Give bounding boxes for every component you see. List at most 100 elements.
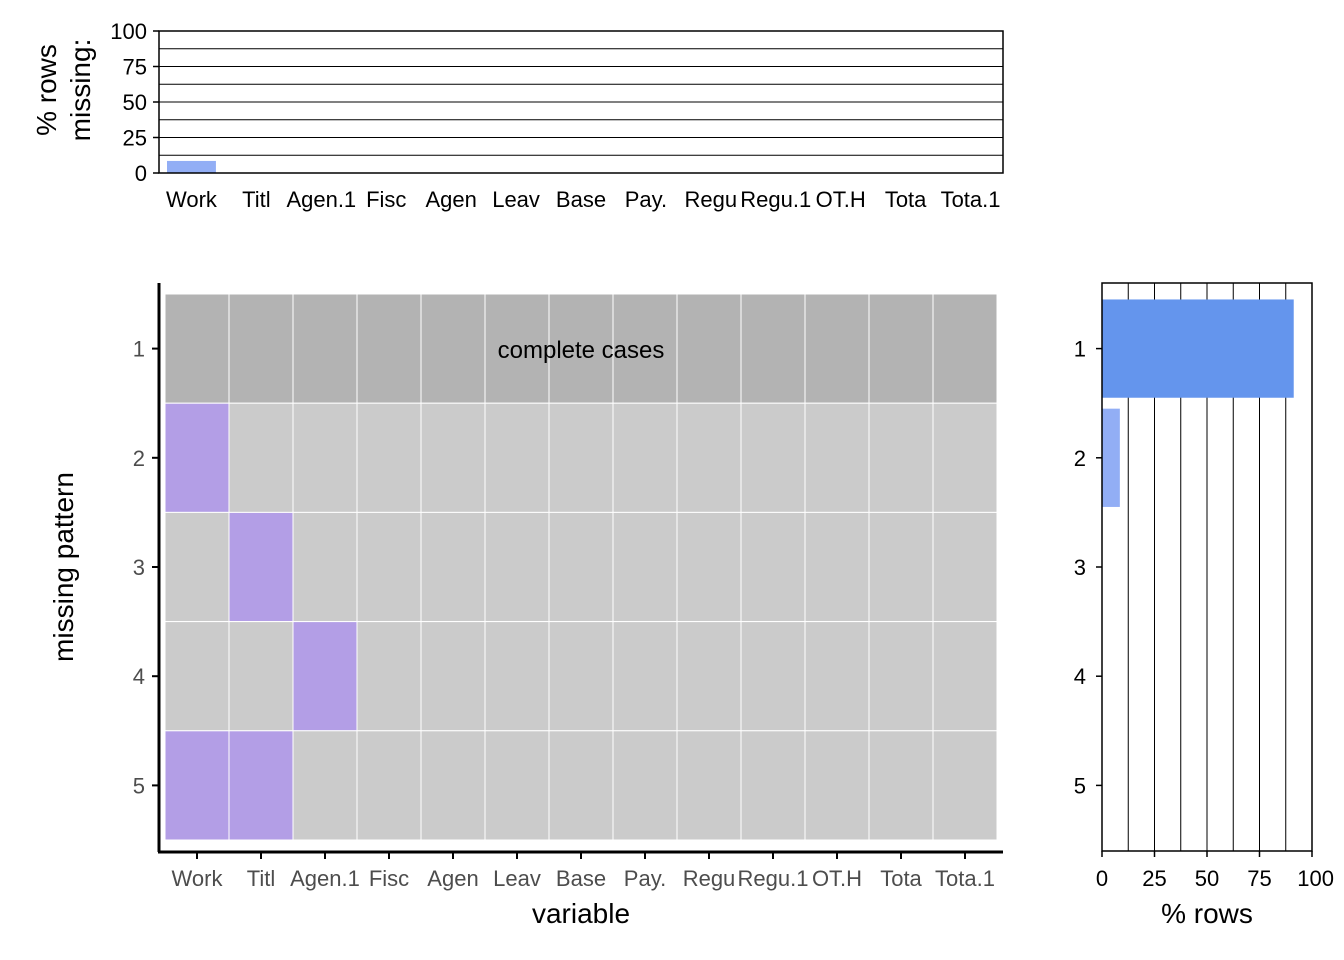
matrix-cell [292, 511, 358, 623]
complete-cases-label: complete cases [498, 337, 665, 364]
matrix-cell [420, 511, 486, 623]
right-xtick-label: 100 [1297, 866, 1334, 891]
matrix-cell [292, 621, 358, 732]
top-xtick-label: Fisc [366, 187, 406, 212]
matrix-xtick-label: Leav [493, 866, 541, 891]
matrix-cell [548, 730, 614, 841]
matrix-cell [740, 730, 806, 841]
matrix-cell [932, 293, 998, 404]
matrix-cell [612, 511, 678, 623]
matrix-cell [740, 511, 806, 623]
matrix-cell [484, 511, 550, 623]
matrix-cell [484, 621, 550, 732]
matrix-cell [804, 293, 870, 404]
matrix-cell [676, 511, 742, 623]
top-xtick-label: Regu [685, 187, 738, 212]
matrix-xtick-label: OT.H [812, 866, 862, 891]
matrix-cell [228, 511, 294, 623]
matrix-cell [292, 730, 358, 841]
matrix-cell [356, 293, 422, 404]
right-bar [1102, 299, 1294, 398]
matrix-cell [356, 730, 422, 841]
matrix-cell [868, 293, 934, 404]
matrix-cell [420, 293, 486, 404]
right-ytick-label: 1 [1074, 337, 1086, 362]
matrix-cell [804, 730, 870, 841]
top-xtick-label: Titl [242, 187, 271, 212]
matrix-xlabel: variable [532, 898, 630, 929]
matrix-cell [804, 402, 870, 513]
matrix-cell [484, 730, 550, 841]
matrix-cell [868, 511, 934, 623]
matrix-xtick-label: Work [172, 866, 224, 891]
matrix-cell [164, 402, 230, 513]
right-xtick-label: 75 [1247, 866, 1271, 891]
matrix-cell [420, 621, 486, 732]
top-xtick-label: Work [166, 187, 218, 212]
matrix-xtick-label: Regu.1 [738, 866, 809, 891]
matrix-cell [612, 730, 678, 841]
matrix-cell [932, 621, 998, 732]
top-xtick-label: Tota [885, 187, 927, 212]
matrix-xtick-label: Tota.1 [935, 866, 995, 891]
top-ytick-label: 75 [123, 55, 147, 80]
matrix-xtick-label: Tota [880, 866, 922, 891]
matrix-xtick-label: Regu [683, 866, 736, 891]
matrix-cell [868, 621, 934, 732]
top-xtick-label: OT.H [816, 187, 866, 212]
top-xtick-label: Agen [425, 187, 476, 212]
matrix-cell [548, 621, 614, 732]
matrix-xtick-label: Titl [247, 866, 276, 891]
matrix-cell [932, 511, 998, 623]
matrix-cell [228, 402, 294, 513]
matrix-cell [164, 293, 230, 404]
matrix-xtick-label: Agen.1 [290, 866, 360, 891]
matrix-cell [292, 402, 358, 513]
matrix-cell [676, 293, 742, 404]
right-ytick-label: 2 [1074, 446, 1086, 471]
matrix-cell [804, 511, 870, 623]
matrix-cell [548, 402, 614, 513]
missing-pattern-matrix-panel: 1 2 3 4 5 Work Titl Agen.1 Fisc Agen Leav Base Pay. R… [133, 283, 1003, 891]
matrix-cell [420, 402, 486, 513]
right-xlabel: % rows [1161, 898, 1253, 929]
matrix-cell [164, 511, 230, 623]
matrix-cell [548, 511, 614, 623]
matrix-cell [932, 730, 998, 841]
matrix-ylabel: missing pattern [48, 472, 79, 662]
matrix-cell [356, 402, 422, 513]
top-ytick-label: 100 [110, 19, 147, 44]
matrix-cell [356, 621, 422, 732]
matrix-cell [164, 621, 230, 732]
top-xtick-label: Leav [492, 187, 540, 212]
matrix-xtick-label: Agen [427, 866, 478, 891]
top-ylabel-line-2: missing: [65, 39, 96, 142]
right-ytick-label: 4 [1074, 664, 1086, 689]
matrix-cell [932, 402, 998, 513]
top-ytick-label: 50 [123, 90, 147, 115]
matrix-ytick-label: 3 [133, 555, 145, 580]
matrix-cell [228, 730, 294, 841]
top-xtick-label: Base [556, 187, 606, 212]
matrix-cell [868, 402, 934, 513]
matrix-cell [740, 402, 806, 513]
matrix-cell [676, 730, 742, 841]
right-bar [1102, 408, 1120, 507]
matrix-cell [164, 730, 230, 841]
matrix-cell [484, 402, 550, 513]
matrix-cell [228, 621, 294, 732]
top-xtick-label: Agen.1 [286, 187, 356, 212]
right-ytick-label: 5 [1074, 773, 1086, 798]
matrix-xtick-label: Pay. [624, 866, 666, 891]
top-ytick-label: 25 [123, 126, 147, 151]
matrix-cell [676, 402, 742, 513]
matrix-cell [740, 621, 806, 732]
matrix-cell [868, 730, 934, 841]
matrix-ytick-label: 2 [133, 446, 145, 471]
matrix-xtick-label: Fisc [369, 866, 409, 891]
matrix-cell [612, 621, 678, 732]
matrix-ytick-label: 1 [133, 337, 145, 362]
matrix-cell [740, 293, 806, 404]
